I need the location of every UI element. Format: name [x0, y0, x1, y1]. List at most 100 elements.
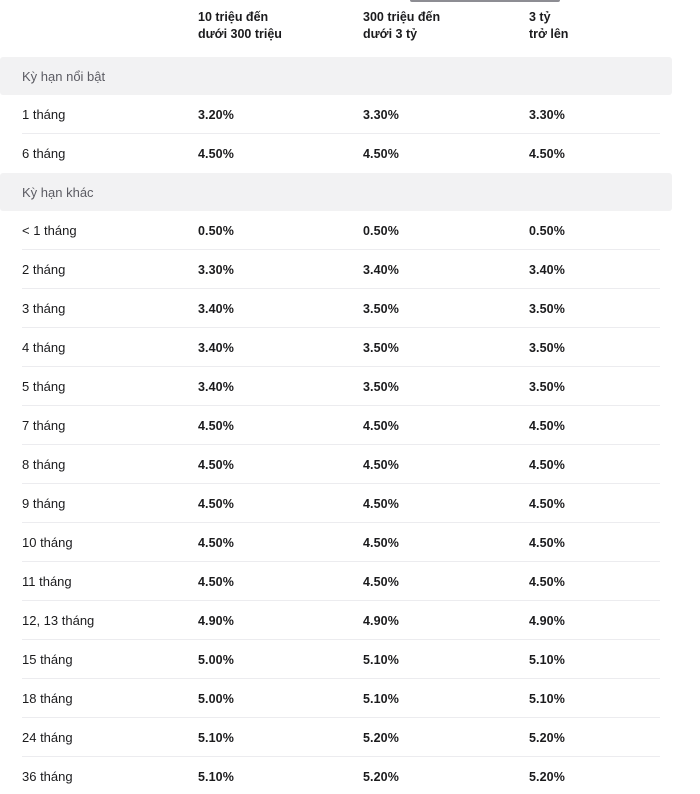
rate-value: 4.90%	[529, 613, 565, 628]
rate-value: 5.10%	[363, 652, 399, 667]
rate-value: 5.10%	[529, 691, 565, 706]
rate-value: 3.50%	[363, 379, 399, 394]
rate-value: 4.50%	[529, 535, 565, 550]
section-header: Kỳ hạn khác	[0, 173, 672, 211]
term-label: 15 tháng	[22, 652, 73, 667]
table-row: 10 tháng 4.50% 4.50% 4.50%	[0, 523, 672, 562]
term-label: 10 tháng	[22, 535, 73, 550]
rate-value: 5.20%	[363, 730, 399, 745]
term-label: 5 tháng	[22, 379, 66, 394]
table-row: 9 tháng 4.50% 4.50% 4.50%	[0, 484, 672, 523]
rate-value: 3.50%	[363, 340, 399, 355]
term-label: 1 tháng	[22, 107, 66, 122]
rate-value: 5.00%	[198, 691, 234, 706]
rate-value: 4.90%	[198, 613, 234, 628]
rate-value: 4.50%	[198, 457, 234, 472]
table-row: < 1 tháng 0.50% 0.50% 0.50%	[0, 211, 672, 250]
rate-value: 4.50%	[363, 535, 399, 550]
rate-value: 4.50%	[198, 418, 234, 433]
rate-value: 4.50%	[529, 418, 565, 433]
term-label: 2 tháng	[22, 262, 66, 277]
rate-value: 3.40%	[198, 379, 234, 394]
term-label: 12, 13 tháng	[22, 613, 95, 628]
rate-value: 4.50%	[363, 496, 399, 511]
rate-value: 5.00%	[198, 652, 234, 667]
rate-value: 4.50%	[198, 146, 234, 161]
rate-value: 3.50%	[529, 340, 565, 355]
section-rows: 1 tháng 3.20% 3.30% 3.30% 6 tháng 4.50% 4.50% 4…	[0, 95, 672, 173]
rate-value: 5.20%	[363, 769, 399, 784]
section-label: Kỳ hạn khác	[22, 184, 94, 200]
table-row: 15 tháng 5.00% 5.10% 5.10%	[0, 640, 672, 679]
rate-value: 3.30%	[363, 107, 399, 122]
table-row: 8 tháng 4.50% 4.50% 4.50%	[0, 445, 672, 484]
term-label: 3 tháng	[22, 301, 66, 316]
term-label: 9 tháng	[22, 496, 66, 511]
table-row: 11 tháng 4.50% 4.50% 4.50%	[0, 562, 672, 601]
rate-value: 4.50%	[529, 496, 565, 511]
rate-value: 3.40%	[363, 262, 399, 277]
rate-value: 5.20%	[529, 769, 565, 784]
rate-value: 3.40%	[198, 340, 234, 355]
rate-value: 3.30%	[198, 262, 234, 277]
section-rows: < 1 tháng 0.50% 0.50% 0.50% 2 tháng 3.30% 3.40…	[0, 211, 672, 794]
table-header-row: 10 triệu đến dưới 300 triệu 300 triệu đế…	[0, 0, 672, 57]
column-header-line: dưới 300 triệu	[198, 27, 282, 41]
table-row: 4 tháng 3.40% 3.50% 3.50%	[0, 328, 672, 367]
rate-value: 4.50%	[363, 146, 399, 161]
rate-value: 4.50%	[198, 496, 234, 511]
column-header-tier-2: 300 triệu đến dưới 3 tỷ	[363, 9, 529, 43]
section-label: Kỳ hạn nổi bật	[22, 68, 106, 84]
term-label: 6 tháng	[22, 146, 66, 161]
rate-value: 3.20%	[198, 107, 234, 122]
rate-value: 5.10%	[198, 769, 234, 784]
rate-value: 4.50%	[529, 457, 565, 472]
column-header-line: 300 triệu đến	[363, 10, 441, 24]
rate-value: 4.90%	[363, 613, 399, 628]
term-label: 7 tháng	[22, 418, 66, 433]
rate-value: 4.50%	[198, 574, 234, 589]
table-row: 18 tháng 5.00% 5.10% 5.10%	[0, 679, 672, 718]
column-header-line: dưới 3 tỷ	[363, 27, 418, 41]
column-header-tier-3: 3 tỷ trở lên	[529, 9, 672, 43]
rate-value: 3.40%	[529, 262, 565, 277]
table-row: 24 tháng 5.10% 5.20% 5.20%	[0, 718, 672, 757]
table-row: 6 tháng 4.50% 4.50% 4.50%	[0, 134, 672, 173]
rate-value: 0.50%	[363, 223, 399, 238]
rate-value: 5.10%	[198, 730, 234, 745]
column-header-line: 3 tỷ	[529, 10, 551, 24]
rate-value: 3.50%	[529, 301, 565, 316]
rate-value: 3.40%	[198, 301, 234, 316]
table-sections: Kỳ hạn nổi bật 1 tháng 3.20% 3.30% 3.30% 6 th…	[0, 57, 672, 794]
rate-value: 4.50%	[198, 535, 234, 550]
table-row: 5 tháng 3.40% 3.50% 3.50%	[0, 367, 672, 406]
rate-value: 3.50%	[363, 301, 399, 316]
rate-value: 5.10%	[529, 652, 565, 667]
cutoff-element-top	[410, 0, 560, 2]
rate-value: 4.50%	[363, 418, 399, 433]
table-row: 7 tháng 4.50% 4.50% 4.50%	[0, 406, 672, 445]
table-row: 12, 13 tháng 4.90% 4.90% 4.90%	[0, 601, 672, 640]
column-header-line: trở lên	[529, 27, 569, 41]
rate-value: 5.20%	[529, 730, 565, 745]
rate-value: 3.50%	[529, 379, 565, 394]
rate-value: 3.30%	[529, 107, 565, 122]
rate-value: 0.50%	[198, 223, 234, 238]
table-row: 2 tháng 3.30% 3.40% 3.40%	[0, 250, 672, 289]
term-label: 8 tháng	[22, 457, 66, 472]
rate-value: 4.50%	[363, 574, 399, 589]
term-label: 4 tháng	[22, 340, 66, 355]
table-row: 1 tháng 3.20% 3.30% 3.30%	[0, 95, 672, 134]
rate-value: 4.50%	[529, 574, 565, 589]
rate-value: 4.50%	[363, 457, 399, 472]
rate-value: 4.50%	[529, 146, 565, 161]
term-label: < 1 tháng	[22, 223, 77, 238]
table-row: 3 tháng 3.40% 3.50% 3.50%	[0, 289, 672, 328]
term-label: 24 tháng	[22, 730, 73, 745]
term-label: 18 tháng	[22, 691, 73, 706]
column-header-line: 10 triệu đến	[198, 10, 269, 24]
term-label: 11 tháng	[22, 574, 72, 589]
column-header-tier-1: 10 triệu đến dưới 300 triệu	[198, 9, 363, 43]
section-header: Kỳ hạn nổi bật	[0, 57, 672, 95]
interest-rate-table: 10 triệu đến dưới 300 triệu 300 triệu đế…	[0, 0, 672, 794]
